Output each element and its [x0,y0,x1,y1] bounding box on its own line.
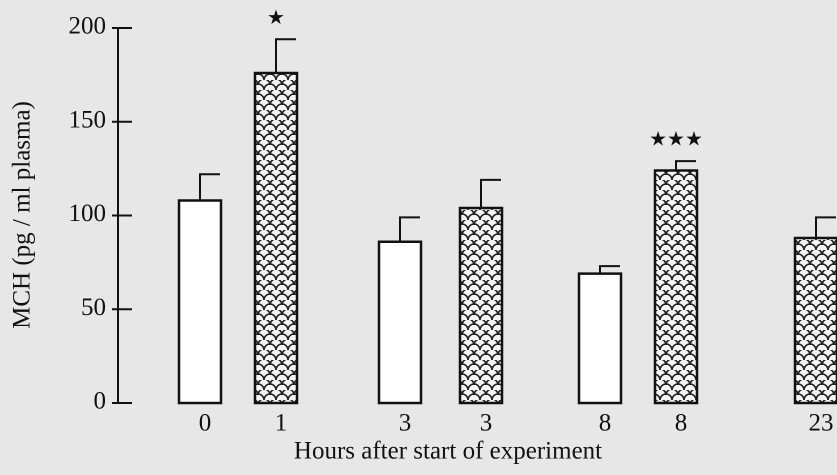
x-axis-label: Hours after start of experiment [294,438,602,465]
bar [793,236,837,405]
significance-label: ★ [267,7,285,29]
significance-label: ★★★ [649,129,703,151]
x-tick-label: 0 [199,410,212,437]
y-axis-label: MCH (pg / ml plasma) [9,101,36,329]
bar [577,272,623,405]
y-tick-label: 100 [69,200,107,227]
x-tick-label: 1 [275,410,288,437]
bar [653,169,699,405]
y-tick-label: 50 [81,294,106,321]
y-tick-label: 0 [94,388,107,415]
x-tick-label: 8 [599,410,612,437]
bar [458,206,504,405]
x-tick-label: 8 [675,410,688,437]
y-tick-label: 200 [69,13,107,40]
x-tick-label: 3 [399,410,412,437]
bar [377,240,423,405]
bar [253,71,299,405]
x-tick-label: 23 [809,410,834,437]
bar [177,199,223,405]
x-tick-label: 3 [480,410,493,437]
y-tick-label: 150 [69,106,107,133]
